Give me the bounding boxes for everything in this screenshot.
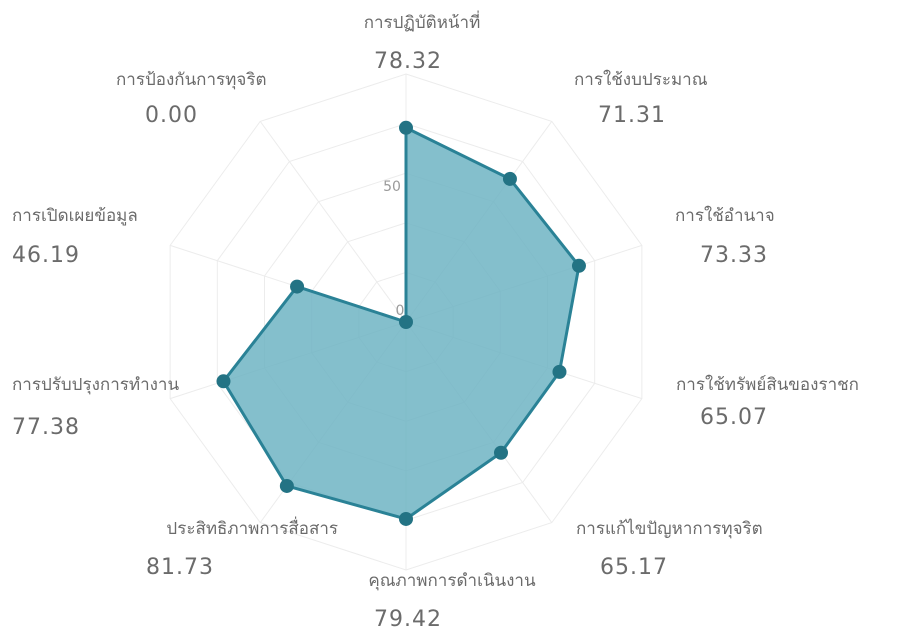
data-point[interactable]	[290, 279, 305, 294]
value-label: 73.33	[700, 243, 768, 268]
value-label: 78.32	[374, 49, 442, 74]
category-label: การป้องกันการทุจริต	[116, 70, 267, 90]
radar-series	[216, 120, 586, 526]
value-label: 71.31	[598, 103, 666, 128]
data-point[interactable]	[552, 364, 567, 379]
category-label: การแก้ไขปัญหาการทุจริต	[576, 518, 763, 539]
data-point[interactable]	[502, 171, 517, 186]
category-label: การเปิดเผยข้อมูล	[12, 206, 138, 226]
radial-ticks: 0 50	[383, 179, 404, 319]
radial-tick-0: 0	[396, 303, 405, 319]
value-label: 65.07	[700, 405, 768, 430]
data-point[interactable]	[279, 478, 294, 493]
value-label: 0.00	[145, 103, 198, 128]
category-label: การใช้อำนาจ	[675, 205, 775, 226]
category-label: คุณภาพการดำเนินงาน	[368, 571, 536, 591]
category-label: การใช้งบประมาณ	[574, 69, 708, 90]
value-label: 46.19	[12, 243, 80, 268]
grid-spoke	[259, 121, 407, 323]
category-label: การใช้ทรัพย์สินของราชก	[676, 374, 859, 395]
radial-tick-50: 50	[383, 179, 401, 195]
category-labels: การปฏิบัติหน้าที่ 78.32 การใช้งบประมาณ 7…	[12, 10, 859, 632]
category-label: การปฏิบัติหน้าที่	[364, 10, 481, 33]
data-point[interactable]	[399, 511, 413, 526]
value-label: 79.42	[374, 607, 442, 632]
data-point[interactable]	[493, 445, 508, 460]
data-point[interactable]	[216, 374, 231, 389]
data-point[interactable]	[399, 315, 413, 329]
category-label: ประสิทธิภาพการสื่อสาร	[166, 516, 338, 539]
value-label: 81.73	[146, 555, 214, 580]
value-label: 77.38	[12, 415, 80, 440]
value-label: 65.17	[600, 555, 668, 580]
data-point[interactable]	[399, 120, 413, 135]
category-label: การปรับปรุงการทำงาน	[12, 375, 179, 395]
data-point[interactable]	[571, 258, 586, 273]
